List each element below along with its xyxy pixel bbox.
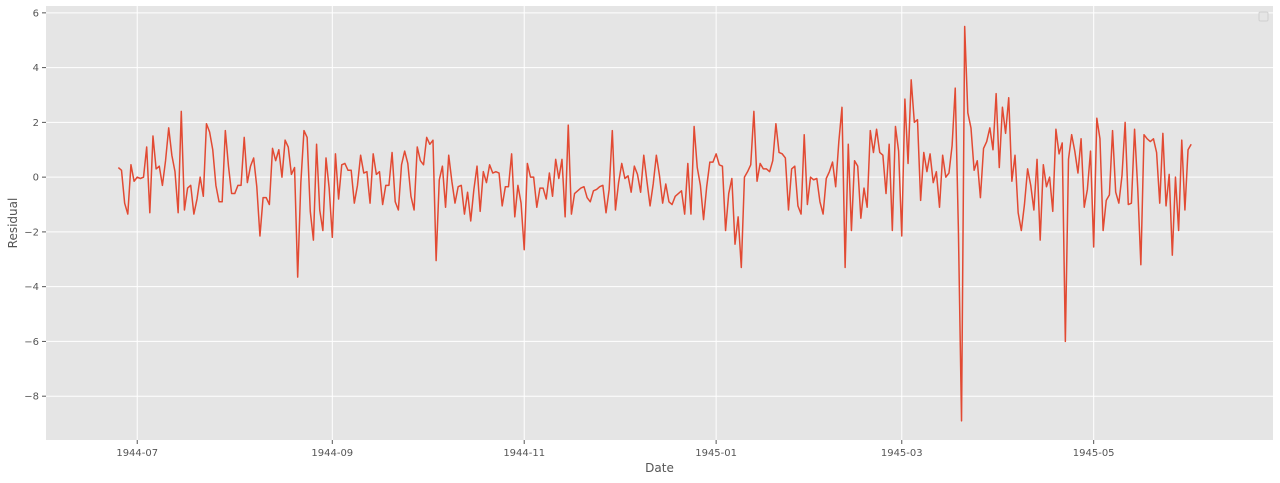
x-tick-label: 1944-07: [116, 448, 158, 459]
x-axis-ticks: 1944-07 1944-09 1944-11 1945-01 1945-03 1945-…: [116, 440, 1115, 459]
y-axis-label: Residual: [6, 198, 20, 249]
y-tick-label: 6: [33, 8, 39, 19]
x-tick-label: 1945-05: [1073, 448, 1115, 459]
plot-area: [46, 6, 1273, 440]
y-tick-label: 4: [33, 63, 39, 74]
y-axis-ticks: 6 4 2 0 −2 −4 −6 −8: [24, 8, 46, 403]
y-tick-label: −4: [24, 282, 39, 293]
x-tick-label: 1945-01: [695, 448, 737, 459]
y-tick-label: −6: [24, 337, 39, 348]
series-layer: [117, 25, 1192, 422]
y-tick-label: −8: [24, 392, 39, 403]
series-line: [117, 25, 1192, 422]
y-tick-label: 2: [33, 118, 39, 129]
x-axis-label: Date: [645, 461, 674, 475]
legend: [1258, 11, 1269, 22]
y-tick-label: −2: [24, 227, 39, 238]
x-tick-label: 1945-03: [881, 448, 923, 459]
x-tick-label: 1944-09: [311, 448, 353, 459]
y-tick-label: 0: [33, 173, 39, 184]
x-tick-label: 1944-11: [503, 448, 545, 459]
